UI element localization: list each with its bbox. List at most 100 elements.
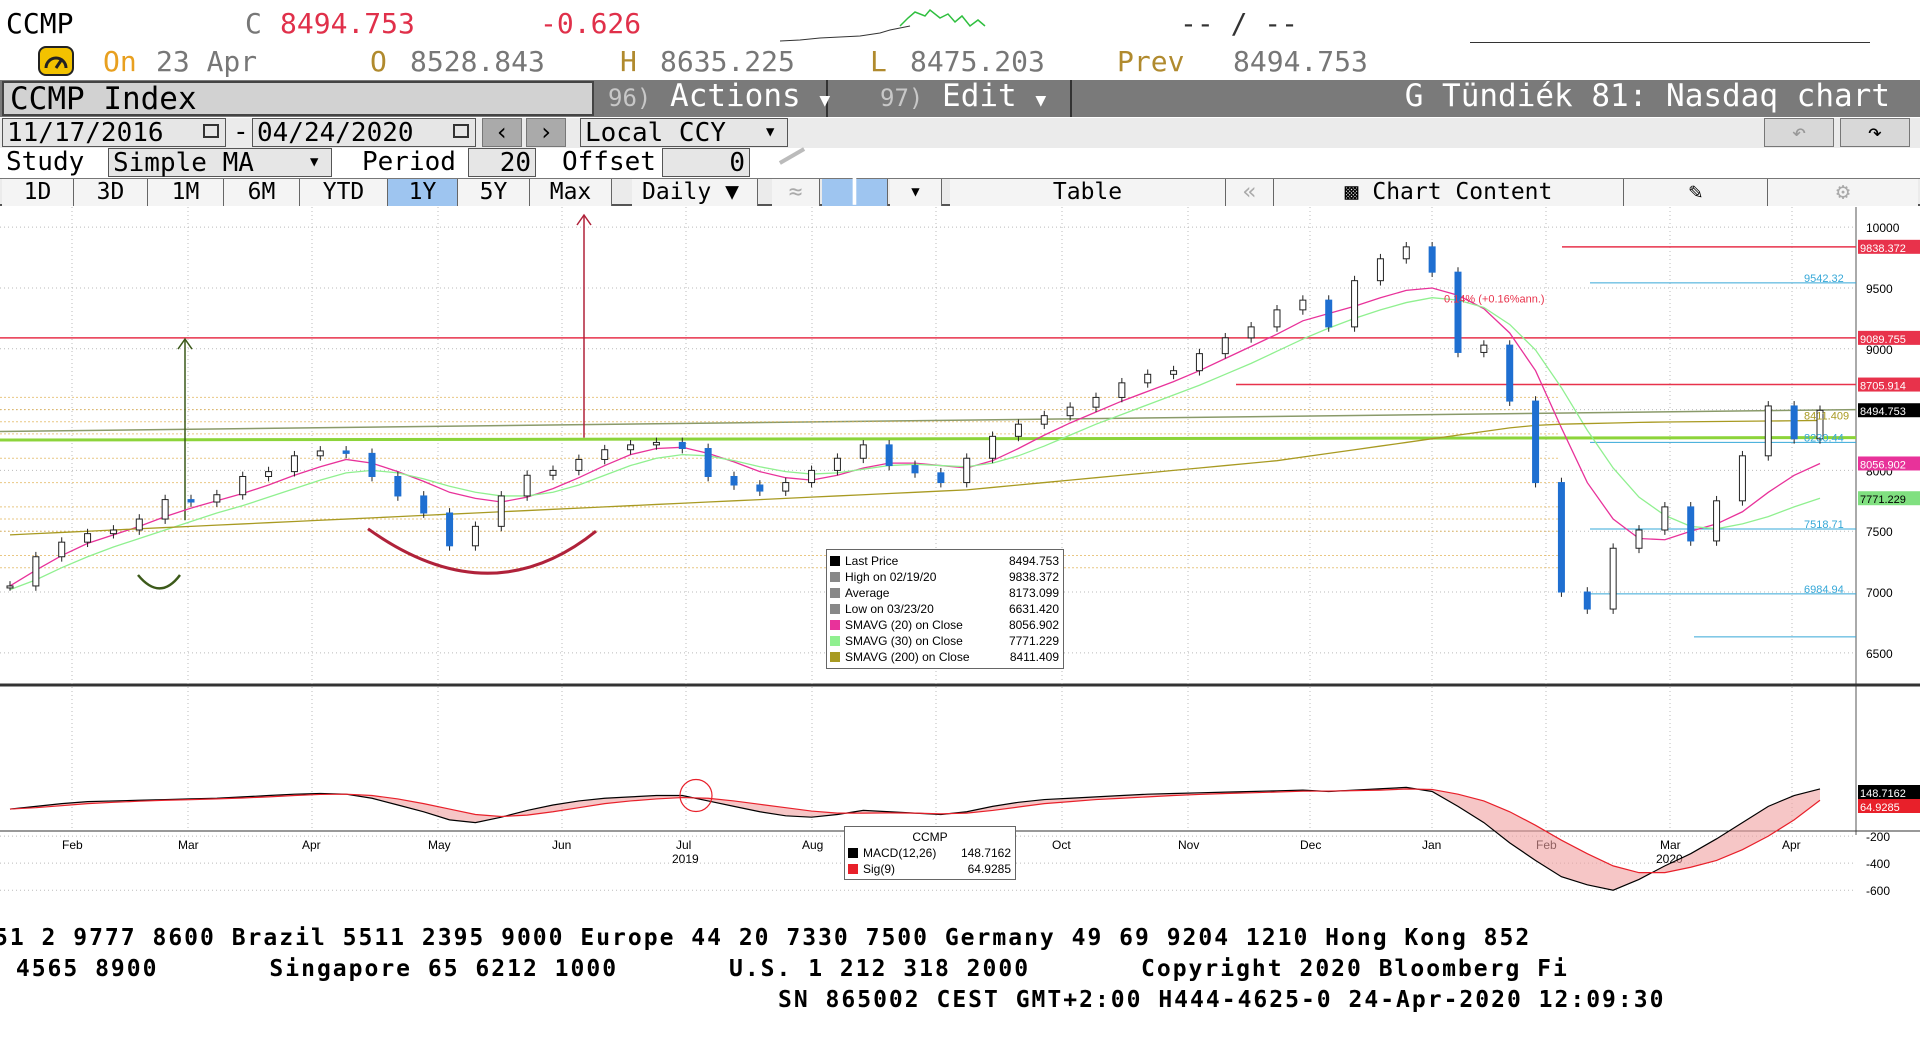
candle-body [678, 441, 686, 450]
currency-select[interactable]: Local CCY [580, 118, 788, 147]
axis-value-label: 8411.409 [1804, 410, 1849, 422]
chart-type-dropdown[interactable]: ▼ [890, 179, 942, 206]
highlight-circle [679, 778, 713, 813]
ma-line-3 [9, 419, 1821, 536]
redo-button[interactable]: ↷ [1840, 118, 1910, 147]
y-tick-label: 9000 [1866, 343, 1893, 357]
ticker-symbol: CCMP [6, 7, 74, 40]
calendar-icon[interactable] [203, 124, 219, 138]
legend-value: 8173.099 [1008, 586, 1059, 600]
quote-date: 23 Apr [156, 45, 258, 78]
candle-body [84, 533, 92, 543]
range-1m-button[interactable]: 1M [148, 179, 224, 206]
candle-body [1764, 405, 1772, 457]
period-field[interactable]: 20 [468, 148, 536, 177]
line-chart-icon[interactable]: ≈ [772, 179, 820, 206]
chart-content-icon: ▩ [1344, 179, 1359, 205]
next-period-button[interactable]: › [526, 118, 566, 147]
start-date-field[interactable]: 11/17/2016 [2, 118, 226, 147]
legend-item: High on 02/19/20 9838.372 [827, 569, 1063, 585]
offset-label: Offset [562, 147, 656, 177]
macd-legend-title: CCMP [912, 830, 948, 844]
security-box[interactable]: CCMP Index [2, 81, 594, 116]
candle-body [833, 457, 841, 471]
candle-body [1661, 506, 1669, 531]
open-label: O [370, 45, 387, 78]
axis-value-label: 8056.902 [1860, 459, 1906, 471]
chart-content-button[interactable]: ▩ Chart Content [1274, 179, 1624, 206]
candle-body [420, 495, 428, 514]
x-tick-label: Jul [676, 838, 691, 852]
candle-body [963, 457, 971, 484]
macd-area [10, 787, 1820, 891]
candle-body [1170, 370, 1178, 375]
speedometer-icon[interactable] [38, 46, 74, 76]
range-1y-button[interactable]: 1Y [388, 179, 458, 206]
axis-value-label: 8494.753 [1860, 406, 1906, 418]
candle-body [239, 475, 247, 496]
calendar-icon[interactable] [453, 124, 469, 138]
candle-body [213, 494, 221, 503]
y-tick-label: 10000 [1866, 221, 1900, 235]
signal-line [9, 788, 1821, 874]
edit-num: 97) [880, 84, 924, 112]
candle-body [1247, 326, 1255, 339]
candle-body [265, 471, 273, 477]
study-select[interactable]: Simple MA [108, 148, 332, 177]
edit-menu[interactable]: 97) Edit ▼ [832, 80, 1072, 117]
actions-menu[interactable]: 96) Actions ▼ [598, 80, 830, 117]
range-ytd-button[interactable]: YTD [300, 179, 388, 206]
underline-bar [1470, 42, 1870, 43]
candle-body [1428, 246, 1436, 273]
frequency-select[interactable]: Daily ▼ [632, 179, 758, 206]
gear-icon[interactable]: ⚙ [1768, 179, 1918, 206]
range-1d-button[interactable]: 1D [2, 179, 74, 206]
range-6m-button[interactable]: 6M [224, 179, 300, 206]
time-placeholder: -- / -- [1180, 7, 1299, 40]
legend-name: Last Price [845, 554, 899, 568]
support-line [0, 436, 1857, 442]
frequency-label: Daily [642, 179, 712, 205]
change-value: -0.626 [540, 7, 642, 40]
axis-value-label: 6984.94 [1804, 584, 1844, 596]
candle-body [1480, 344, 1488, 353]
end-date-field[interactable]: 04/24/2020 [252, 118, 476, 147]
range-3d-button[interactable]: 3D [74, 179, 148, 206]
axis-label-bg [1858, 403, 1920, 418]
prev-period-button[interactable]: ‹ [482, 118, 522, 147]
annotate-icon[interactable]: ✎ [1624, 179, 1768, 206]
candle-chart-icon[interactable]: ┃ [822, 179, 888, 206]
range-max-button[interactable]: Max [530, 179, 612, 206]
offset-field[interactable]: 0 [662, 148, 750, 177]
legend-name: SMAVG (200) on Close [845, 650, 970, 664]
candle-body [885, 444, 893, 467]
x-tick-label: Apr [1782, 838, 1801, 852]
candle-body [627, 444, 635, 451]
legend-swatch [848, 848, 858, 858]
legend-name: SMAVG (30) on Close [845, 634, 963, 648]
price-chart[interactable]: 100009500900085008000750070006500FebMarA… [0, 207, 1920, 927]
period-label: Period [362, 147, 456, 177]
cup-curve-small [137, 574, 182, 590]
candle-body [937, 472, 945, 484]
table-button[interactable]: Table [950, 179, 1226, 206]
edit-label: Edit [942, 78, 1017, 114]
prev-value: 8494.753 [1233, 45, 1368, 78]
legend-name: Sig(9) [863, 862, 896, 876]
pencil-icon[interactable] [778, 147, 806, 165]
trend-line [0, 408, 1857, 433]
legend-swatch [848, 864, 858, 874]
legend-value: 9838.372 [1008, 570, 1059, 584]
axis-value-label: 9838.372 [1860, 243, 1906, 255]
collapse-icon[interactable]: « [1226, 179, 1274, 206]
candle-body [989, 435, 997, 459]
legend-value: 8494.753 [1008, 554, 1059, 568]
macd-tick-label: -200 [1866, 830, 1890, 844]
range-5y-button[interactable]: 5Y [458, 179, 530, 206]
axis-value-label: 9542.32 [1804, 273, 1844, 285]
candle-body [523, 474, 531, 497]
undo-button[interactable]: ↶ [1764, 118, 1834, 147]
sparkline [780, 8, 986, 42]
legend-name: Low on 03/23/20 [845, 602, 934, 616]
legend-swatch [830, 572, 840, 582]
